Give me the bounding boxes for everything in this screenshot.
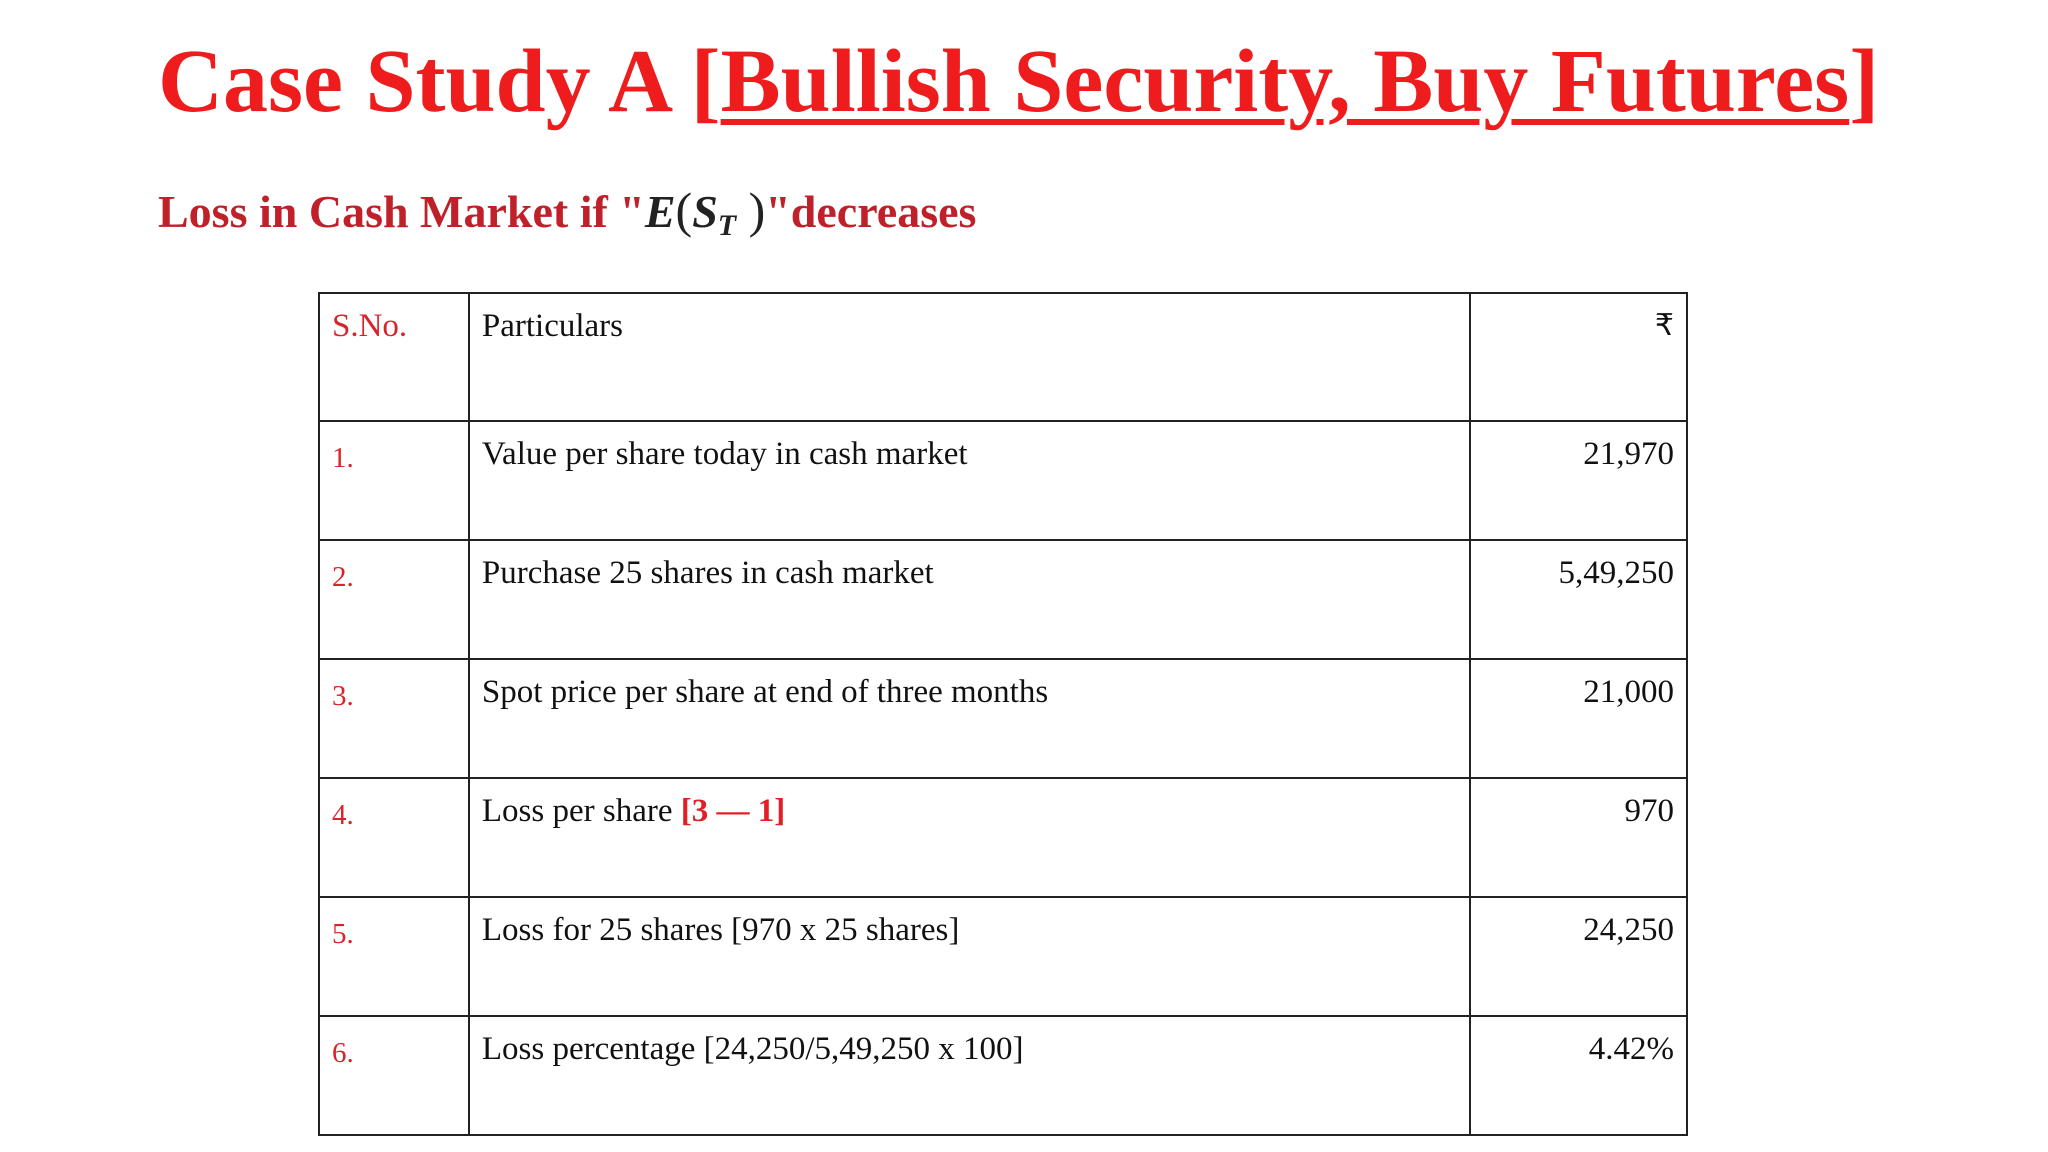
row-particular: Spot price per share at end of three mon… xyxy=(467,658,1472,779)
row-amount: 21,970 xyxy=(1469,420,1688,541)
expected-spot-formula: E(ST ) xyxy=(644,182,765,242)
row-sno: 6. xyxy=(318,1015,470,1136)
slide-subtitle: Loss in Cash Market if "E(ST )"decreases xyxy=(158,180,976,244)
row-amount: 4.42% xyxy=(1469,1015,1688,1136)
loss-calculation-table: S.No. Particulars ₹ 1. Value per share t… xyxy=(318,292,1688,1136)
subtitle-lead: Loss in Cash Market if " xyxy=(158,186,645,237)
math-close-paren: ) xyxy=(736,182,766,238)
header-row: S.No. Particulars ₹ xyxy=(318,292,1688,422)
table-body: 1. Value per share today in cash market … xyxy=(318,420,1688,1136)
math-variable: S xyxy=(692,186,718,237)
header-particulars: Particulars xyxy=(467,292,1472,422)
table-row: 5. Loss for 25 shares [970 x 25 shares] … xyxy=(318,896,1688,1017)
row-particular: Loss percentage [24,250/5,49,250 x 100] xyxy=(467,1015,1472,1136)
table-row: 6. Loss percentage [24,250/5,49,250 x 10… xyxy=(318,1015,1688,1136)
row-sno: 5. xyxy=(318,896,470,1017)
particular-text: Value per share today in cash market xyxy=(481,436,968,472)
row-particular: Loss for 25 shares [970 x 25 shares] xyxy=(467,896,1472,1017)
row-particular: Loss per share [3 — 1] xyxy=(467,777,1472,898)
header-sno: S.No. xyxy=(318,292,470,422)
table-header: S.No. Particulars ₹ xyxy=(318,292,1688,422)
table-row: 1. Value per share today in cash market … xyxy=(318,420,1688,541)
title-suffix: ] xyxy=(1849,32,1880,131)
table-row: 3. Spot price per share at end of three … xyxy=(318,658,1688,779)
title-prefix: Case Study A [ xyxy=(158,32,721,131)
row-particular: Purchase 25 shares in cash market xyxy=(467,539,1472,660)
row-amount: 5,49,250 xyxy=(1469,539,1688,660)
row-sno: 1. xyxy=(318,420,470,541)
title-underlined: Bullish Security, Buy Futures xyxy=(720,32,1850,131)
subtitle-trail: "decreases xyxy=(765,186,977,237)
row-sno: 4. xyxy=(318,777,470,898)
row-amount: 24,250 xyxy=(1469,896,1688,1017)
particular-text: Purchase 25 shares in cash market xyxy=(481,555,934,591)
particular-text: Spot price per share at end of three mon… xyxy=(481,674,1049,710)
row-amount: 970 xyxy=(1469,777,1688,898)
particular-text: Loss percentage [24,250/5,49,250 x 100] xyxy=(481,1031,1024,1067)
table-row: 4. Loss per share [3 — 1] 970 xyxy=(318,777,1688,898)
row-sno: 2. xyxy=(318,539,470,660)
math-function: E xyxy=(644,186,676,237)
row-sno: 3. xyxy=(318,658,470,779)
math-open-paren: ( xyxy=(675,182,693,238)
table-row: 2. Purchase 25 shares in cash market 5,4… xyxy=(318,539,1688,660)
row-amount: 21,000 xyxy=(1469,658,1688,779)
math-subscript: T xyxy=(717,209,737,242)
particular-text: Loss for 25 shares [970 x 25 shares] xyxy=(481,912,960,948)
slide-title: Case Study A [Bullish Security, Buy Futu… xyxy=(158,30,1879,134)
row-particular: Value per share today in cash market xyxy=(467,420,1472,541)
particular-text: Loss per share xyxy=(481,793,681,829)
header-rupee-symbol: ₹ xyxy=(1469,292,1688,422)
particular-reference: [3 — 1] xyxy=(680,793,786,829)
